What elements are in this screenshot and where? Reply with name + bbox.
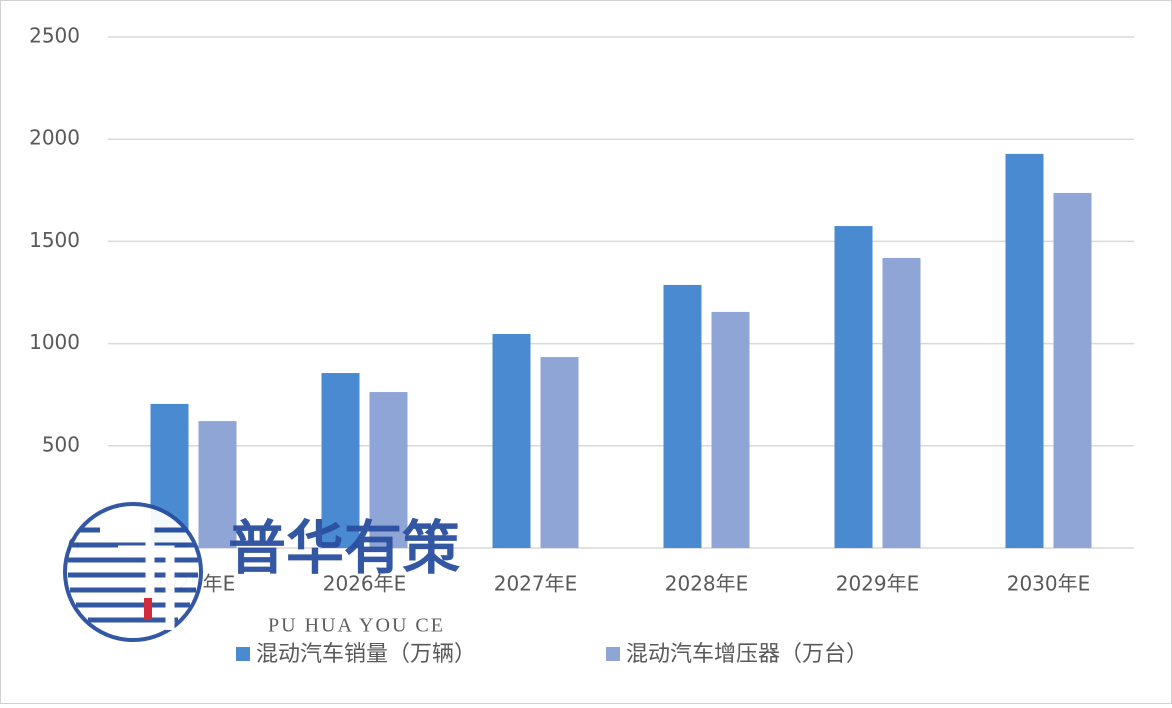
plot-area: 050010001500200025002025年E2026年E2027年E20… [29, 24, 1134, 667]
bar [882, 257, 921, 548]
bar [711, 311, 750, 548]
x-tick-label: 2026年E [323, 572, 407, 596]
watermark-accent [144, 598, 152, 620]
legend-swatch [606, 647, 620, 661]
bar [369, 392, 408, 548]
x-tick-label: 2029年E [836, 572, 920, 596]
bar [198, 421, 237, 548]
watermark-mark [100, 525, 175, 630]
bar [1005, 153, 1044, 548]
x-tick-label: 2028年E [665, 572, 749, 596]
bar [492, 333, 531, 548]
legend-label: 混动汽车销量（万辆） [256, 642, 476, 667]
legend-swatch [236, 647, 250, 661]
bar [834, 226, 873, 548]
y-tick-label: 1000 [29, 330, 80, 354]
x-tick-label: 2027年E [494, 572, 578, 596]
y-tick-label: 1500 [29, 228, 80, 252]
bar [321, 373, 360, 548]
legend-label: 混动汽车增压器（万台） [626, 642, 868, 667]
bar [540, 357, 579, 548]
bar [1053, 192, 1092, 548]
watermark-subtitle: PU HUA YOU CE [268, 615, 445, 637]
watermark-stripes [68, 527, 198, 623]
y-tick-label: 2000 [29, 126, 80, 150]
watermark-title: 普华有策 [228, 514, 460, 582]
y-tick-label: 2500 [29, 24, 80, 48]
watermark: 普华有策 PU HUA YOU CE [63, 502, 460, 642]
y-tick-label: 500 [42, 432, 80, 456]
x-tick-label: 2030年E [1007, 572, 1091, 596]
bar [663, 284, 702, 548]
